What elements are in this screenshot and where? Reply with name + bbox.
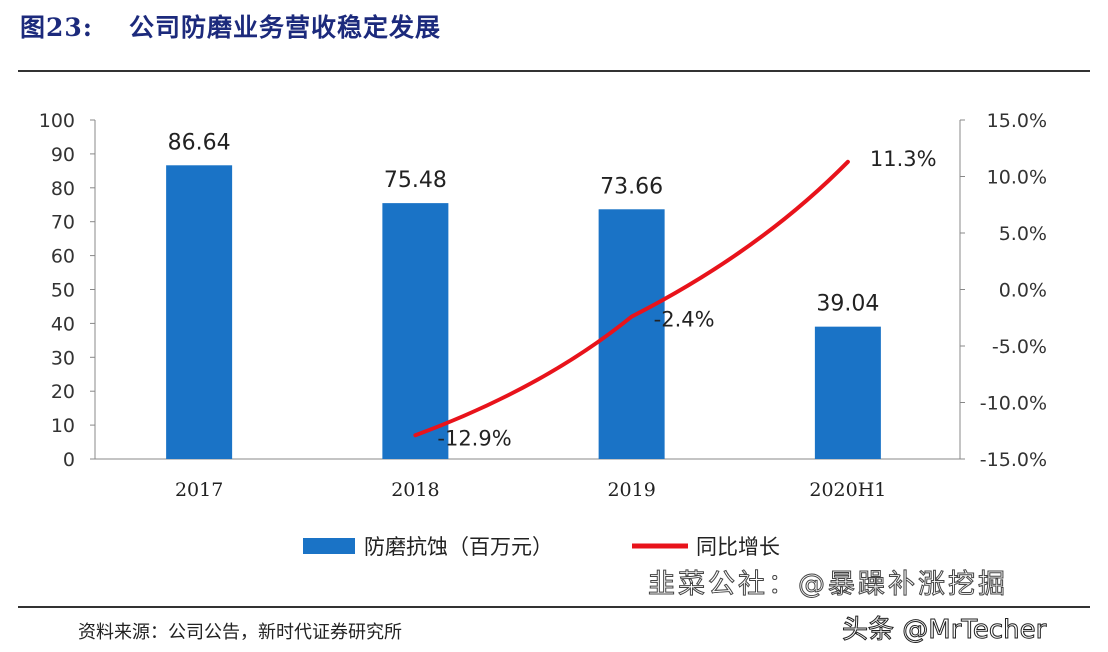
growth-line <box>413 159 850 438</box>
bar-2018 <box>382 203 449 459</box>
bar-2017 <box>166 165 233 459</box>
line-label: -2.4% <box>654 308 715 332</box>
right-tick-label: 15.0% <box>987 110 1047 132</box>
bar-2020H1 <box>814 326 881 459</box>
watermark: 头条 @MrTecher <box>841 615 1047 646</box>
left-tick-label: 10 <box>51 415 75 437</box>
source-note: 资料来源：公司公告，新时代证券研究所 <box>78 622 402 643</box>
x-tick-label: 2018 <box>391 479 439 501</box>
x-tick-label: 2019 <box>607 479 655 501</box>
bar-label: 39.04 <box>816 292 879 317</box>
left-tick-label: 90 <box>51 144 75 166</box>
top-divider <box>18 70 1090 72</box>
right-tick-label: -10.0% <box>980 393 1047 415</box>
left-tick-label: 0 <box>63 449 75 471</box>
left-tick-label: 40 <box>51 313 75 335</box>
figure-title: 图23: 公司防磨业务营收稳定发展 <box>20 8 441 44</box>
left-tick-label: 100 <box>39 110 75 132</box>
right-tick-label: 5.0% <box>999 223 1047 245</box>
bar-label: 73.66 <box>600 174 663 199</box>
line-label: 11.3% <box>870 147 937 171</box>
watermark: 韭菜公社：@暴躁补涨挖掘 <box>648 569 1008 601</box>
x-tick-label: 2017 <box>175 479 223 501</box>
line-label: -12.9% <box>437 426 511 450</box>
legend-line-label: 同比增长 <box>696 535 780 559</box>
left-tick-label: 70 <box>51 212 75 234</box>
right-tick-label: 10.0% <box>987 167 1047 189</box>
chart: 0 10 20 30 40 50 60 70 80 90 100 -15.0% -10.0% -5.0% 0… <box>39 110 1047 559</box>
right-tick-label: -15.0% <box>980 449 1047 471</box>
left-tick-label: 50 <box>51 280 75 302</box>
figure-title-text: 公司防磨业务营收稳定发展 <box>129 13 442 42</box>
right-tick-label: -5.0% <box>992 336 1047 358</box>
figure-number: 图23: <box>20 13 94 42</box>
legend-bar-label: 防磨抗蚀（百万元） <box>364 535 553 559</box>
left-tick-label: 30 <box>51 347 75 369</box>
left-tick-label: 80 <box>51 178 75 200</box>
bottom-divider <box>18 606 1090 608</box>
bar-label: 86.64 <box>168 130 231 155</box>
right-tick-label: 0.0% <box>999 280 1047 302</box>
x-tick-label: 2020H1 <box>809 479 886 501</box>
legend-bar-swatch <box>303 538 355 554</box>
left-tick-label: 20 <box>51 381 75 403</box>
bar-label: 75.48 <box>384 168 447 193</box>
left-tick-label: 60 <box>51 246 75 268</box>
